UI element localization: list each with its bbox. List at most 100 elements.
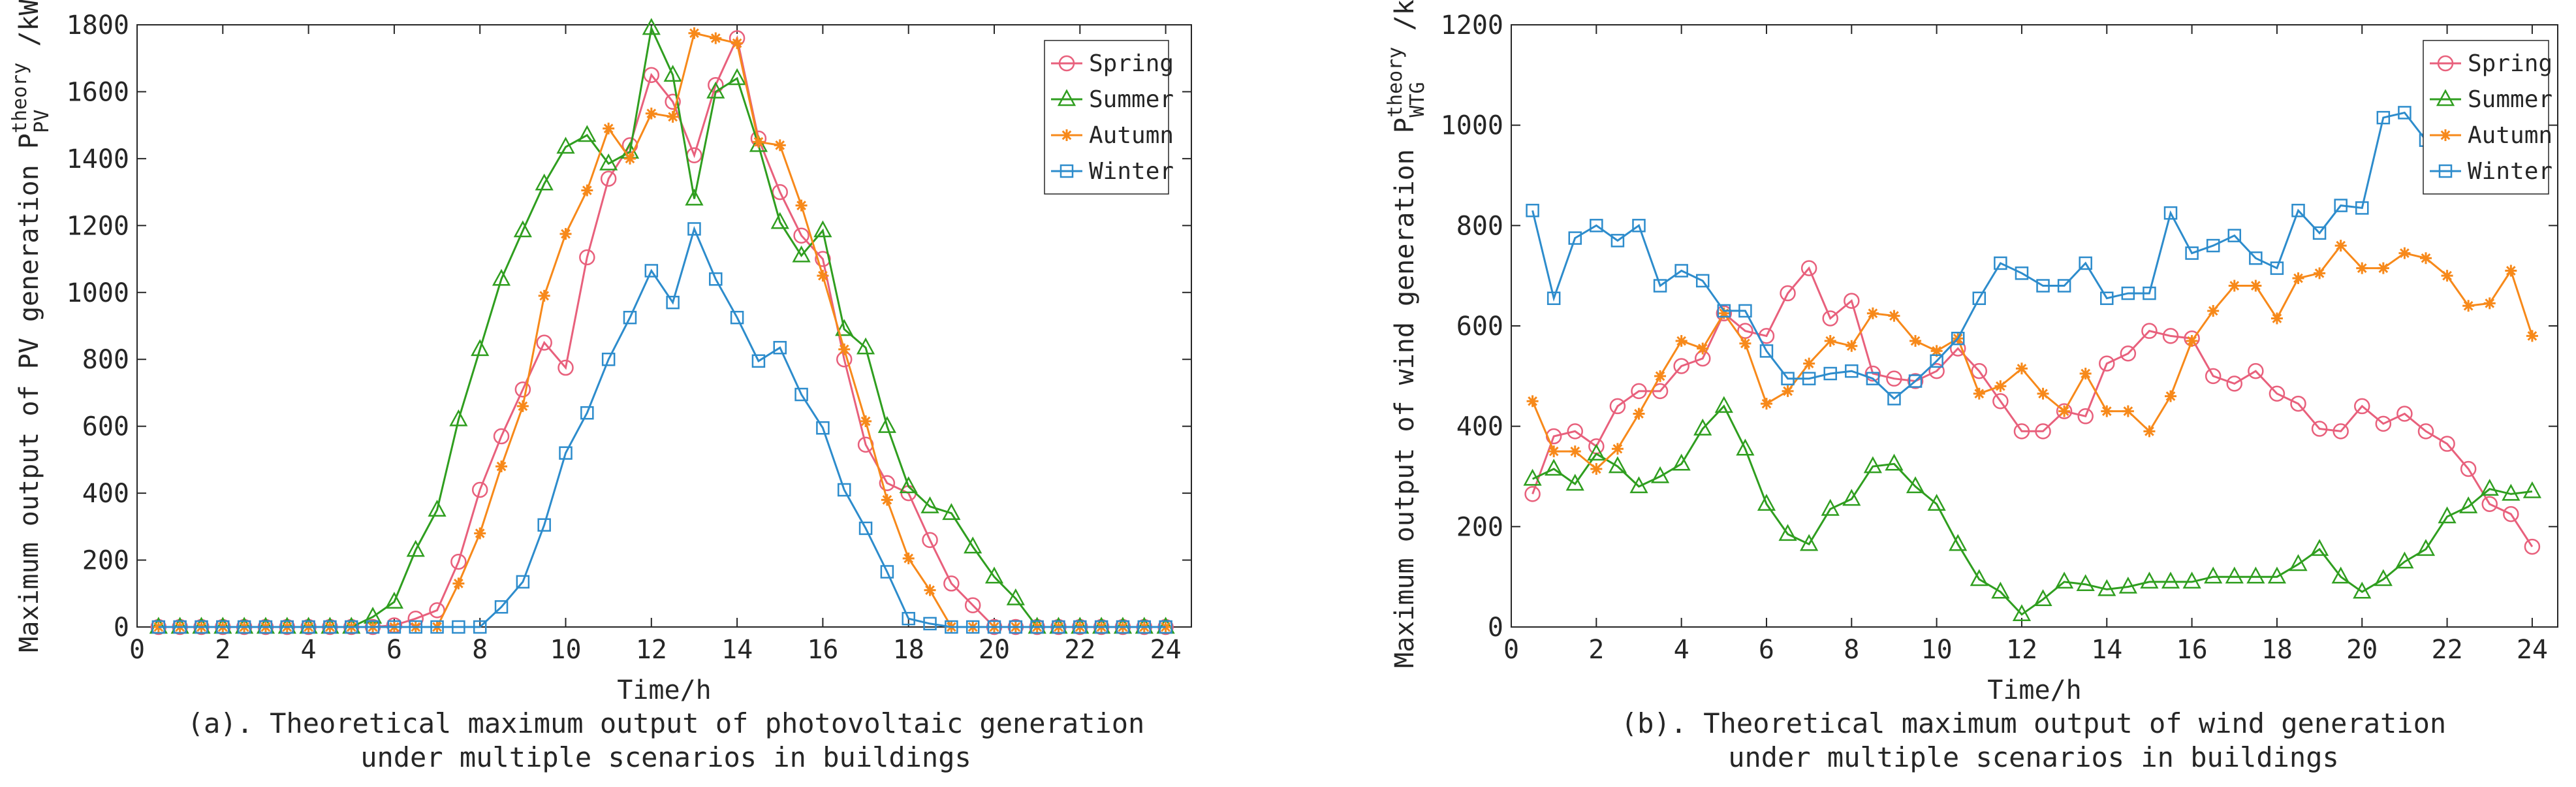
data-point <box>1887 392 1901 406</box>
x-tick-label: 4 <box>1674 635 1689 665</box>
data-point <box>2140 571 2159 589</box>
data-point <box>667 110 679 123</box>
data-point <box>471 339 490 357</box>
data-point <box>471 481 488 498</box>
data-point <box>1652 383 1669 400</box>
y-tick-label: 600 <box>1456 312 1503 342</box>
data-point <box>406 539 425 557</box>
data-point <box>1886 370 1902 387</box>
data-point <box>1908 374 1923 388</box>
data-point <box>1590 462 1603 475</box>
data-point <box>1863 456 1882 474</box>
x-tick-label: 22 <box>1064 635 1095 665</box>
data-point <box>580 406 594 420</box>
data-point <box>816 421 830 435</box>
data-point <box>924 584 936 596</box>
data-point <box>1674 264 1688 278</box>
series-summer <box>149 18 1175 634</box>
data-point <box>1631 383 1647 400</box>
data-point <box>2505 265 2517 277</box>
x-tick-label: 22 <box>2431 635 2462 665</box>
data-point <box>795 199 808 212</box>
data-point <box>817 270 829 282</box>
data-point <box>1116 620 1130 634</box>
data-point <box>514 381 531 398</box>
data-point <box>1888 310 1900 322</box>
data-point <box>1608 456 1627 474</box>
data-point <box>2438 506 2457 524</box>
data-point <box>1159 621 1172 633</box>
data-point <box>302 620 315 634</box>
data-point <box>452 577 465 590</box>
data-point <box>858 521 873 536</box>
data-point <box>2037 387 2049 400</box>
figure-caption: (b). Theoretical maximum output of wind … <box>1621 707 2446 739</box>
data-point <box>706 81 725 99</box>
data-point <box>450 553 467 570</box>
data-point <box>1823 366 1837 381</box>
data-point <box>1738 304 1752 318</box>
data-point <box>1844 293 1860 309</box>
data-point <box>1970 569 1988 586</box>
data-point <box>837 483 851 497</box>
data-point <box>2462 300 2475 312</box>
data-point <box>2314 267 2326 280</box>
data-point <box>2396 406 2413 422</box>
data-point <box>1611 443 1624 455</box>
data-point <box>685 188 704 206</box>
data-point <box>1930 345 1943 357</box>
legend-label: Autumn <box>1089 122 1174 149</box>
data-point <box>2483 297 2496 310</box>
data-point <box>1716 305 1733 322</box>
data-point <box>644 264 659 278</box>
series-winter <box>1526 106 2433 406</box>
data-point <box>1759 344 1774 358</box>
series-autumn <box>1526 240 2538 475</box>
legend-label: Summer <box>1089 86 1174 113</box>
data-point <box>1632 219 1646 233</box>
data-point <box>774 139 786 152</box>
data-point <box>1675 335 1688 347</box>
data-point <box>728 68 747 86</box>
data-point <box>792 245 811 263</box>
data-point <box>1949 534 1968 551</box>
data-point <box>1672 453 1691 471</box>
data-point <box>579 249 595 266</box>
data-point <box>1971 362 1988 379</box>
data-point <box>1654 370 1667 382</box>
data-point <box>2481 496 2498 513</box>
data-point <box>1907 373 1924 389</box>
data-point <box>731 37 744 50</box>
data-point <box>1802 372 1816 385</box>
data-point <box>1842 489 1861 506</box>
x-tick-label: 6 <box>386 635 402 665</box>
x-tick-label: 18 <box>893 635 924 665</box>
data-point <box>2311 421 2328 437</box>
data-point <box>237 620 251 634</box>
data-point <box>879 475 896 491</box>
data-point <box>558 359 574 376</box>
data-point <box>945 620 958 634</box>
data-point <box>1653 279 1667 293</box>
data-point <box>1610 234 1625 248</box>
data-point <box>1650 466 1670 483</box>
data-point <box>772 184 789 201</box>
data-point <box>556 137 575 154</box>
data-point <box>1994 380 2007 393</box>
data-point <box>1137 620 1152 634</box>
data-point <box>537 518 551 532</box>
x-tick-label: 14 <box>2091 635 2122 665</box>
data-point <box>2079 256 2092 270</box>
data-point <box>2503 506 2519 522</box>
data-point <box>2374 569 2393 586</box>
data-point <box>856 337 875 355</box>
data-point <box>709 272 723 286</box>
data-point <box>623 310 637 325</box>
data-point <box>1822 310 1838 327</box>
data-point <box>449 409 468 426</box>
x-tick-label: 8 <box>472 635 488 665</box>
data-point <box>2099 355 2115 372</box>
data-point <box>2480 479 2499 496</box>
data-point <box>2077 408 2094 425</box>
